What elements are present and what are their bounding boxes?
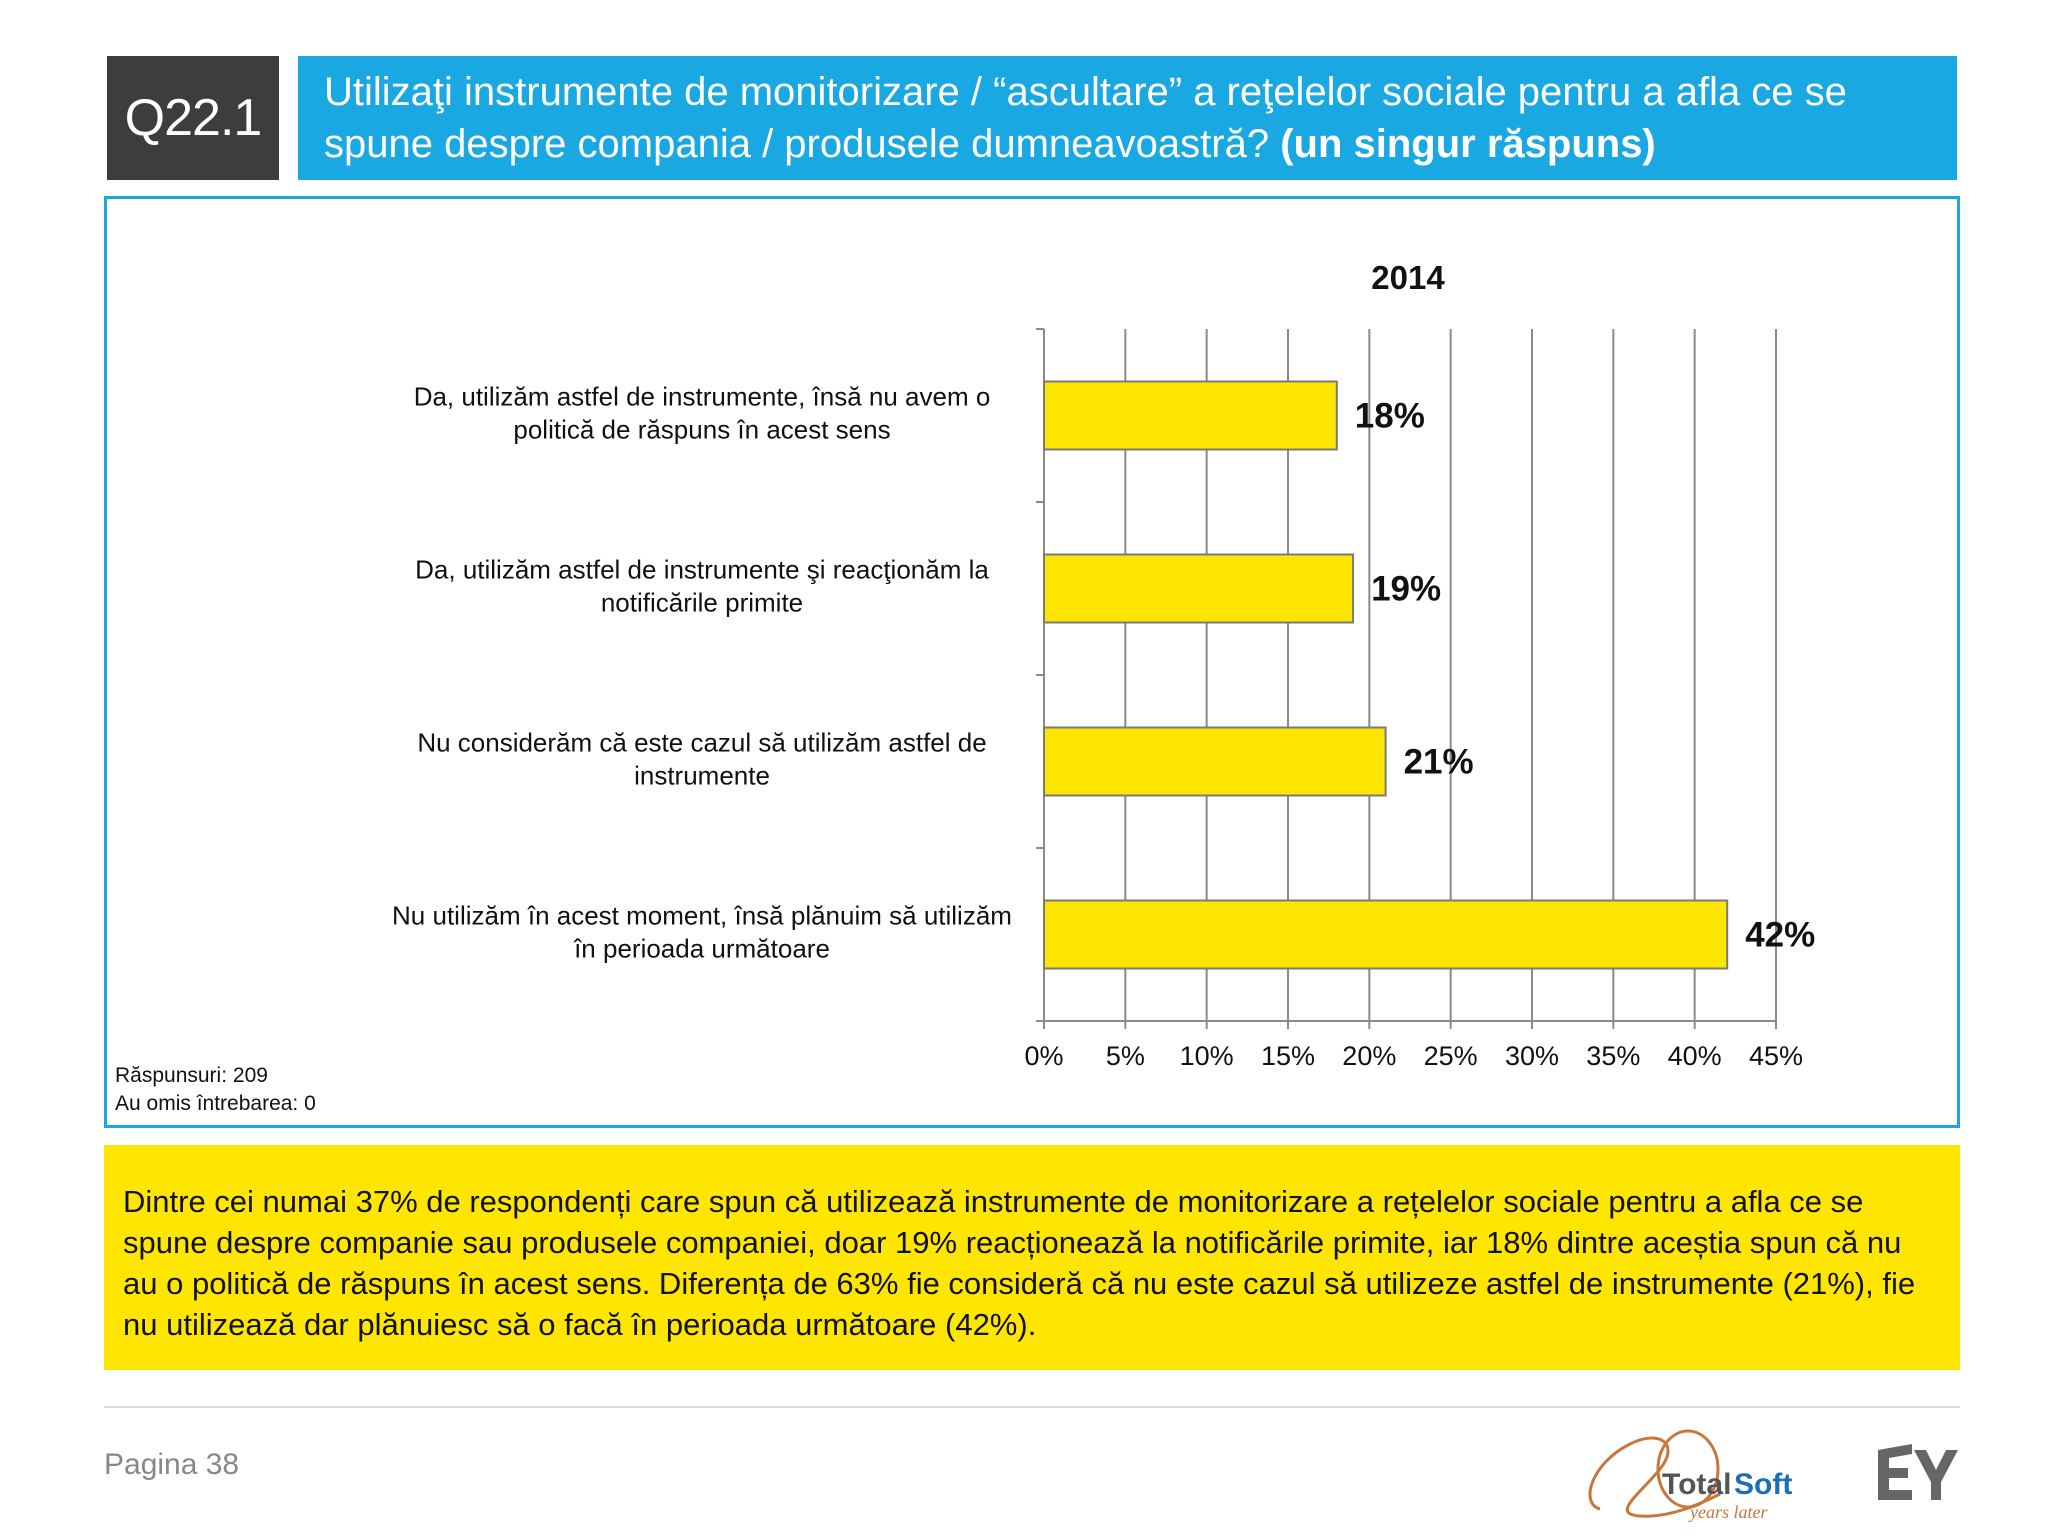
data-label: 18% (1355, 397, 1425, 436)
x-tick-label: 15% (1261, 1041, 1315, 1071)
category-label: Nu considerăm că este cazul să utilizăm … (417, 728, 986, 791)
skipped-count: Au omis întrebarea: 0 (115, 1092, 316, 1115)
x-tick-label: 45% (1749, 1041, 1803, 1071)
responses-info: Răspunsuri: 209 Au omis întrebarea: 0 (115, 1062, 316, 1118)
data-label: 42% (1745, 916, 1815, 955)
question-id-badge: Q22.1 (107, 56, 279, 180)
bar (1043, 380, 1338, 451)
x-tick-label: 40% (1668, 1041, 1722, 1071)
bar-chart: 2014 0% 5% 10% 15% 20% 25% 30% 35% 40% 45% 18% Da, u… (392, 259, 1815, 1071)
bar (1043, 553, 1355, 624)
category-label: Nu utilizăm în acest moment, însă plănui… (392, 901, 1012, 964)
chart-panel: 2014 0% 5% 10% 15% 20% 25% 30% 35% 40% 45% 18% Da, u… (104, 196, 1960, 1128)
data-label: 19% (1371, 570, 1441, 609)
category-label: Da, utilizăm astfel de instrumente şi re… (415, 555, 989, 618)
bar (1043, 899, 1729, 970)
totalsoft-logo: Total Soft years later (1588, 1429, 1792, 1522)
svg-text:years later: years later (1688, 1502, 1768, 1522)
question-title: Utilizaţi instrumente de monitorizare / … (298, 56, 1957, 180)
bar (1043, 726, 1387, 797)
category-label: Da, utilizăm astfel de instrumente, însă… (414, 382, 991, 445)
x-tick-label: 20% (1342, 1041, 1396, 1071)
x-tick-label: 25% (1424, 1041, 1478, 1071)
summary-text: Dintre cei numai 37% de respondenți care… (123, 1184, 1916, 1342)
x-tick-label: 5% (1106, 1041, 1145, 1071)
footer-divider (104, 1406, 1960, 1408)
question-text: Utilizaţi instrumente de monitorizare / … (324, 70, 1847, 166)
question-note: (un singur răspuns) (1280, 122, 1656, 166)
chart-title: 2014 (1371, 259, 1445, 296)
responses-count: Răspunsuri: 209 (115, 1064, 268, 1087)
svg-text:Total: Total (1662, 1468, 1731, 1501)
summary-box: Dintre cei numai 37% de respondenți care… (104, 1145, 1960, 1370)
x-tick-label: 30% (1505, 1041, 1559, 1071)
svg-text:Soft: Soft (1734, 1468, 1792, 1501)
ey-logo (1878, 1444, 1958, 1500)
page-number: Pagina 38 (104, 1448, 240, 1481)
x-tick-label: 0% (1024, 1041, 1063, 1071)
data-label: 21% (1404, 743, 1474, 782)
x-tick-label: 10% (1180, 1041, 1234, 1071)
x-tick-label: 35% (1586, 1041, 1640, 1071)
